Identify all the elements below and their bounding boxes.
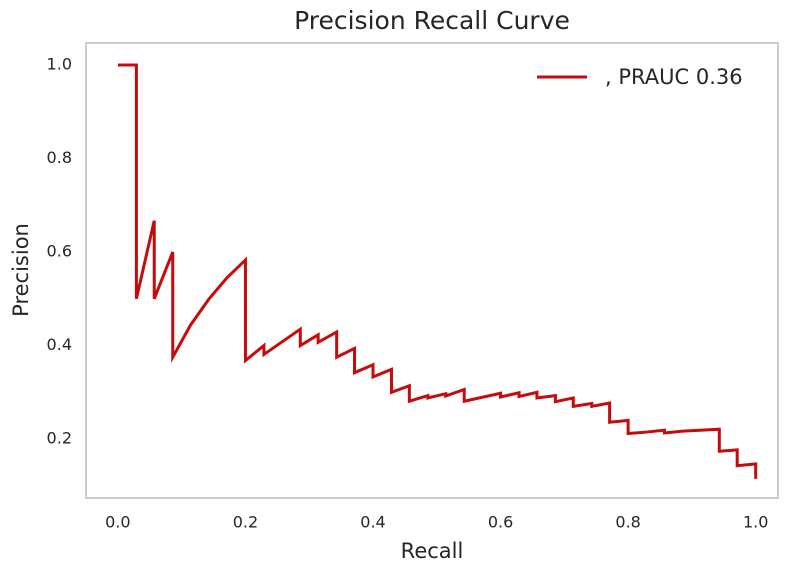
plot-frame (85, 42, 779, 499)
legend-label: , PRAUC 0.36 (605, 65, 743, 89)
x-tick-label: 0.2 (233, 513, 258, 532)
x-tick-label: 0.0 (105, 513, 130, 532)
line-series (117, 63, 758, 479)
x-tick-label: 0.8 (615, 513, 640, 532)
x-tick-label: 0.6 (488, 513, 513, 532)
y-tick-label: 0.8 (47, 148, 72, 167)
y-axis-label: Precision (9, 223, 33, 317)
x-tick-label: 1.0 (743, 513, 768, 532)
y-tick-label: 0.4 (47, 335, 72, 354)
x-axis-label: Recall (401, 539, 464, 563)
x-tick-label: 0.4 (360, 513, 385, 532)
y-tick-label: 1.0 (47, 54, 72, 73)
y-tick-label: 0.2 (47, 429, 72, 448)
y-tick-label: 0.6 (47, 242, 72, 261)
chart-title: Precision Recall Curve (294, 6, 570, 35)
